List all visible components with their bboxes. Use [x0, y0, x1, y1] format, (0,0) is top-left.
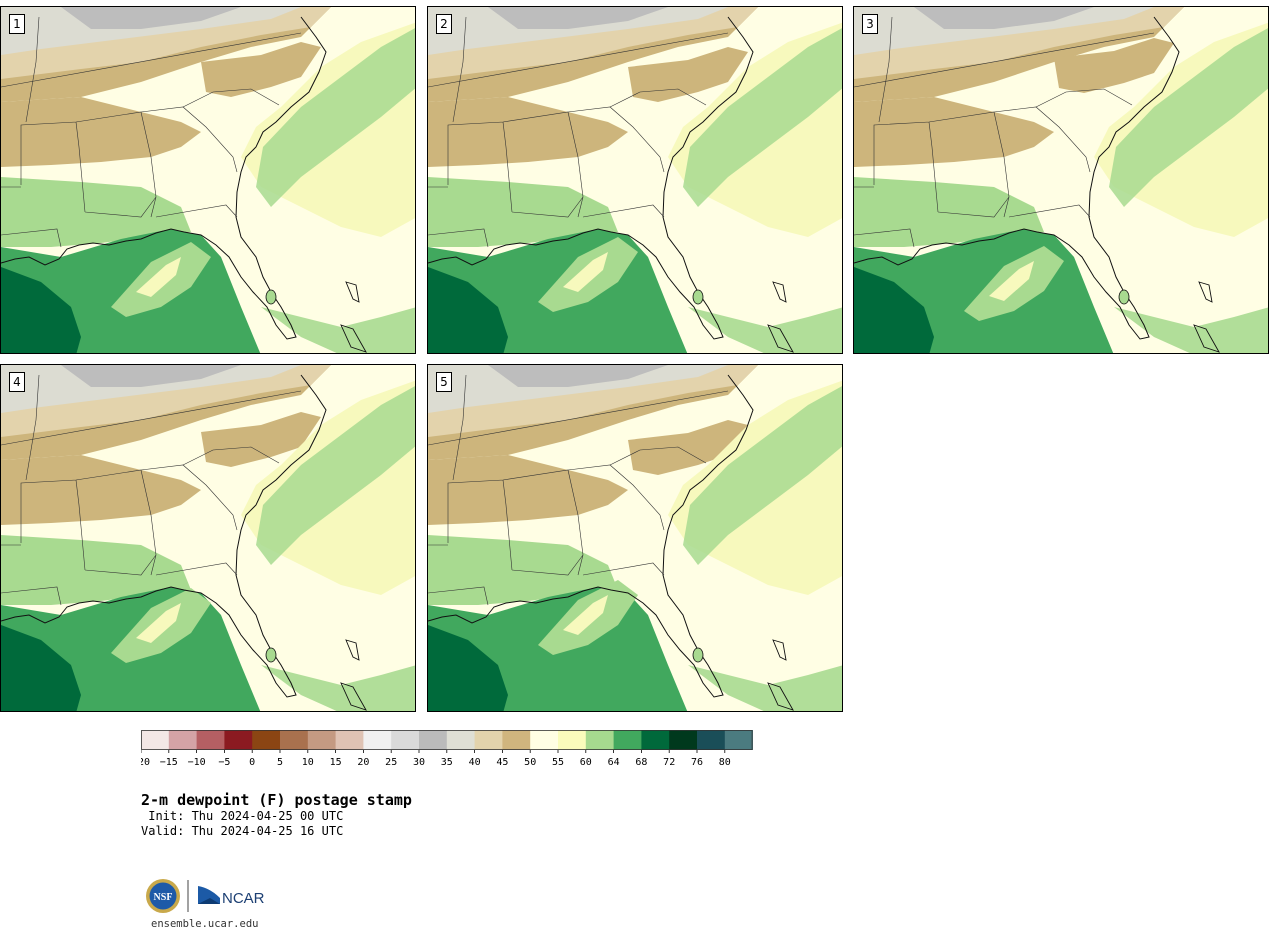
nsf-logo-icon: NSF — [146, 879, 180, 913]
colorbar-tick-label: 5 — [277, 757, 283, 768]
svg-text:NSF: NSF — [154, 892, 173, 903]
colorbar-swatch — [419, 730, 448, 750]
dewpoint-map — [854, 7, 1268, 353]
init-time: Init: Thu 2024-04-25 00 UTC — [141, 809, 344, 823]
colorbar-tick-label: 64 — [608, 757, 620, 768]
dewpoint-map — [428, 365, 842, 711]
colorbar-tick-label: 76 — [691, 757, 703, 768]
colorbar-swatch — [502, 730, 531, 750]
dewpoint-map — [1, 365, 415, 711]
valid-time: Valid: Thu 2024-04-25 16 UTC — [141, 824, 344, 838]
colorbar-tick-label: 72 — [663, 757, 675, 768]
panel-number-label: 5 — [436, 372, 452, 392]
colorbar-tick-label: −10 — [188, 757, 206, 768]
colorbar-swatch — [558, 730, 587, 750]
colorbar-swatch — [141, 730, 170, 750]
colorbar-swatch — [307, 730, 336, 750]
colorbar-tick-label: 10 — [302, 757, 314, 768]
colorbar-tick-label: 80 — [719, 757, 731, 768]
chart-title: 2-m dewpoint (F) postage stamp — [141, 791, 412, 809]
colorbar-tick-label: −5 — [218, 757, 230, 768]
colorbar-tick-label: −20 — [141, 757, 150, 768]
colorbar-swatch — [224, 730, 253, 750]
colorbar-swatch — [363, 730, 392, 750]
colorbar-tick-label: −15 — [160, 757, 178, 768]
map-panel: 4 — [0, 364, 416, 712]
colorbar-swatch — [530, 730, 559, 750]
svg-text:NCAR: NCAR — [222, 890, 265, 907]
logos: NSF NCAR — [144, 876, 284, 916]
colorbar-swatch — [697, 730, 726, 750]
colorbar-tick-label: 60 — [580, 757, 592, 768]
colorbar-swatch — [280, 730, 309, 750]
colorbar-swatch — [474, 730, 503, 750]
map-panel: 5 — [427, 364, 843, 712]
ncar-logo-icon: NCAR — [198, 886, 265, 907]
colorbar-tick-label: 0 — [249, 757, 255, 768]
colorbar-tick-label: 68 — [635, 757, 647, 768]
colorbar-tick-label: 20 — [357, 757, 369, 768]
colorbar-tick-label: 30 — [413, 757, 425, 768]
colorbar: −20 −15 −10 −5 0 5 10 15 20 25 30 35 40 45 50 55 60 64 68 7… — [132, 730, 781, 778]
panel-number-label: 3 — [862, 14, 878, 34]
colorbar-swatch — [724, 730, 753, 750]
panel-number-label: 2 — [436, 14, 452, 34]
colorbar-tick-label: 40 — [469, 757, 481, 768]
map-panel: 3 — [853, 6, 1269, 354]
colorbar-swatch — [641, 730, 670, 750]
panel-number-label: 4 — [9, 372, 25, 392]
colorbar-swatch — [335, 730, 364, 750]
colorbar-tick-label: 35 — [441, 757, 453, 768]
colorbar-swatch — [168, 730, 197, 750]
colorbar-swatch — [196, 730, 225, 750]
site-url: ensemble.ucar.edu — [151, 918, 259, 930]
dewpoint-map — [1, 7, 415, 353]
colorbar-swatch — [585, 730, 614, 750]
colorbar-tick-label: 55 — [552, 757, 564, 768]
dewpoint-map — [428, 7, 842, 353]
colorbar-swatch — [669, 730, 698, 750]
colorbar-tick-label: 15 — [330, 757, 342, 768]
colorbar-tick-label: 25 — [385, 757, 397, 768]
colorbar-swatch — [252, 730, 281, 750]
colorbar-swatch — [613, 730, 642, 750]
colorbar-tick-label: 45 — [496, 757, 508, 768]
colorbar-swatch — [391, 730, 420, 750]
colorbar-tick-label: 50 — [524, 757, 536, 768]
map-panel: 1 — [0, 6, 416, 354]
map-panel: 2 — [427, 6, 843, 354]
panel-number-label: 1 — [9, 14, 25, 34]
colorbar-swatch — [446, 730, 475, 750]
